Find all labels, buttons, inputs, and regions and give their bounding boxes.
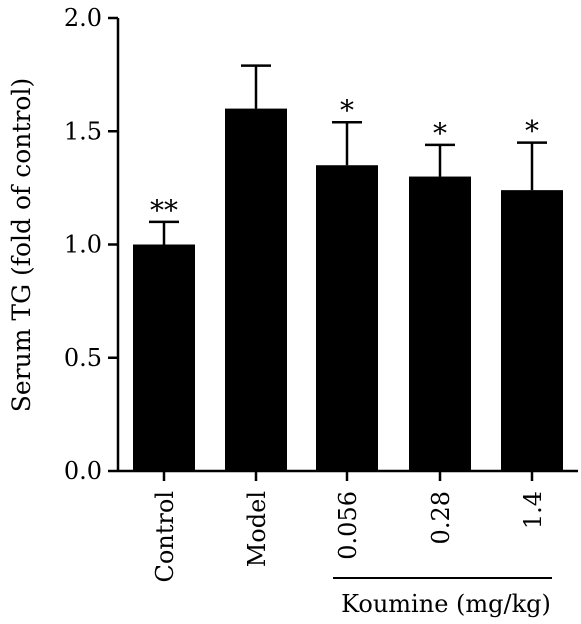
significance-label: * bbox=[525, 115, 539, 148]
bar bbox=[409, 176, 471, 472]
bar bbox=[133, 244, 195, 471]
category-label: 0.28 bbox=[427, 491, 455, 544]
y-tick-label: 2.0 bbox=[64, 4, 102, 32]
y-tick-label: 0.0 bbox=[64, 457, 102, 485]
y-axis-title: Serum TG (fold of control) bbox=[7, 78, 36, 412]
category-label: 0.056 bbox=[334, 491, 362, 560]
significance-label: ** bbox=[150, 194, 178, 227]
y-tick-label: 1.5 bbox=[64, 117, 102, 145]
bar bbox=[501, 190, 563, 471]
group-label: Koumine (mg/kg) bbox=[341, 590, 551, 618]
bar bbox=[316, 165, 378, 471]
significance-label: * bbox=[340, 94, 354, 127]
y-tick-label: 1.0 bbox=[64, 231, 102, 259]
significance-label: * bbox=[433, 117, 447, 150]
category-label: 1.4 bbox=[519, 491, 547, 529]
labels: 0.0 0.5 1.0 1.5 2.0 ** Control Model * 0.056 * 0.28… bbox=[64, 4, 547, 583]
bar bbox=[225, 108, 287, 471]
bars bbox=[133, 64, 563, 472]
category-label: Control bbox=[151, 491, 179, 583]
category-label: Model bbox=[243, 491, 271, 567]
y-tick-label: 0.5 bbox=[64, 344, 102, 372]
